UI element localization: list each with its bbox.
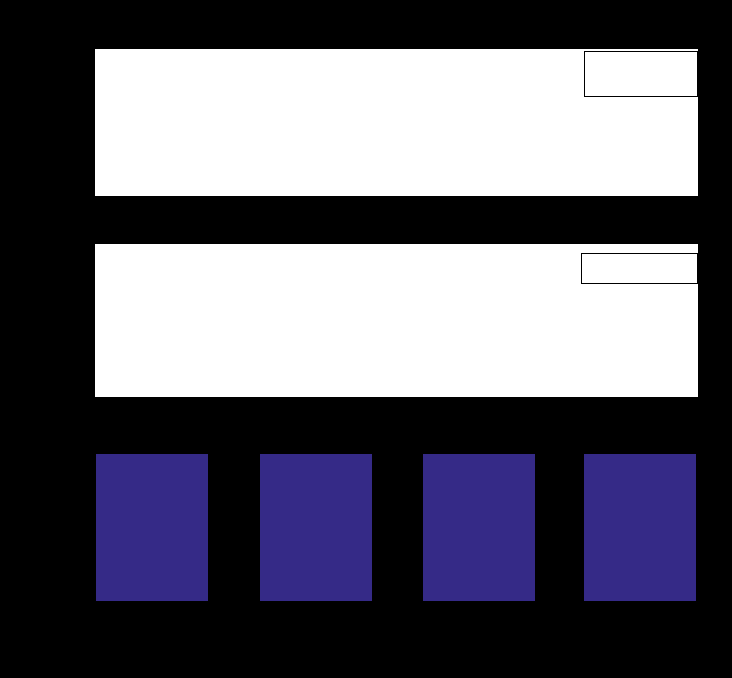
spectrogram-removed-noise bbox=[583, 453, 697, 602]
mid-legend bbox=[581, 253, 698, 284]
colorbar-1 bbox=[210, 453, 222, 602]
colorbar-3 bbox=[537, 453, 549, 602]
spectrogram-clean-data bbox=[95, 453, 209, 602]
spectrogram-noisy-data bbox=[259, 453, 373, 602]
top-legend bbox=[584, 51, 698, 97]
spectrogram-denoised-data bbox=[422, 453, 536, 602]
colorbar-4 bbox=[698, 453, 710, 602]
colorbar-2 bbox=[374, 453, 386, 602]
